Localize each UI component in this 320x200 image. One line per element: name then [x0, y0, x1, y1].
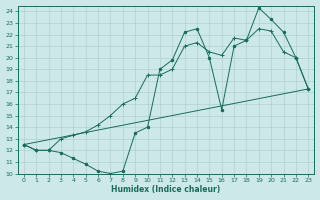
X-axis label: Humidex (Indice chaleur): Humidex (Indice chaleur)	[111, 185, 221, 194]
